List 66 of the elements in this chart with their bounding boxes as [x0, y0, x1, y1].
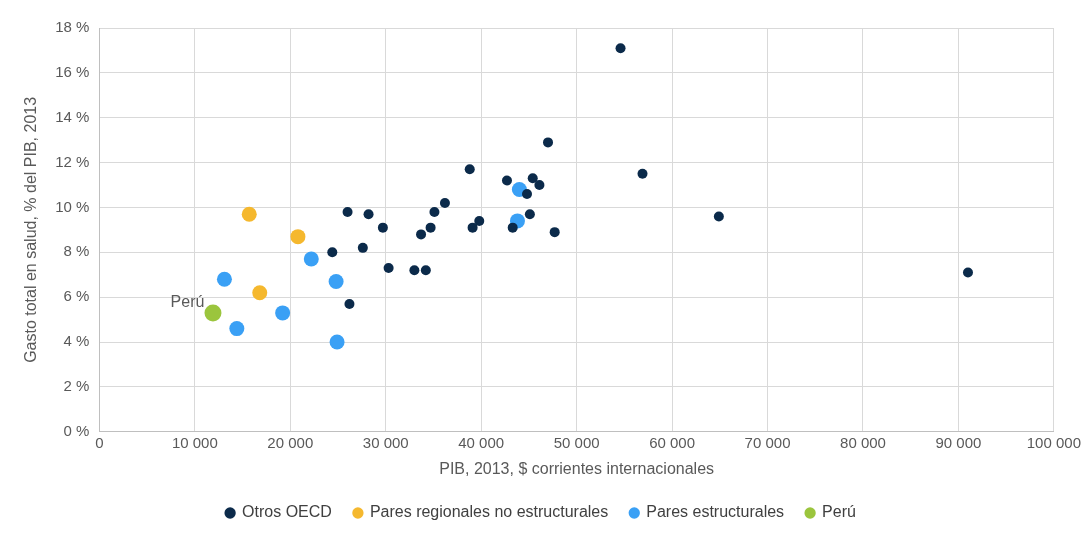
point — [328, 274, 344, 289]
annotation: Perú — [170, 293, 205, 311]
point — [409, 265, 420, 276]
y-tick-label: 16 % — [55, 63, 90, 81]
point — [615, 43, 626, 54]
point — [290, 229, 306, 245]
y-axis-title: Gasto total en salud, % del PIB, 2013 — [22, 96, 40, 363]
point — [534, 180, 545, 191]
point — [216, 271, 232, 287]
x-tick-label: 80 000 — [840, 433, 886, 451]
x-tick-label: 30 000 — [362, 433, 409, 451]
y-tick-label: 2 % — [63, 377, 90, 395]
point — [425, 222, 436, 233]
point — [241, 206, 257, 222]
point — [303, 251, 319, 267]
y-tick-label: 12 % — [55, 152, 90, 170]
x-tick-label: 10 000 — [171, 433, 218, 451]
x-tick-label: 50 000 — [553, 433, 600, 451]
point — [467, 222, 478, 233]
point — [507, 222, 518, 233]
point — [474, 215, 485, 226]
point — [522, 189, 533, 200]
x-tick-label: 0 — [95, 433, 104, 451]
x-tick-label: 40 000 — [458, 433, 505, 451]
point — [549, 227, 560, 238]
point — [252, 285, 268, 301]
point — [357, 242, 368, 253]
legend-label: Pares estructurales — [646, 503, 785, 521]
point — [204, 304, 222, 322]
x-tick-label: 100 000 — [1026, 433, 1082, 451]
y-tick-label: 8 % — [63, 242, 90, 260]
point — [363, 209, 374, 220]
point — [429, 206, 440, 217]
y-tick-label: 10 % — [55, 197, 90, 215]
point — [713, 211, 724, 222]
point — [637, 168, 648, 179]
point — [275, 305, 291, 321]
point — [416, 229, 427, 240]
x-tick-label: 70 000 — [744, 433, 791, 451]
point — [524, 209, 535, 220]
point — [962, 267, 973, 278]
point — [229, 321, 245, 337]
point — [420, 265, 431, 276]
point — [543, 137, 553, 148]
point — [501, 175, 512, 186]
y-tick-label: 0 % — [63, 421, 90, 439]
point — [383, 263, 394, 274]
x-axis-title: PIB, 2013, $ corrientes internacionales — [439, 459, 715, 477]
x-tick-label: 90 000 — [935, 433, 982, 451]
point — [464, 164, 475, 175]
y-tick-label: 4 % — [63, 332, 90, 350]
point — [439, 197, 450, 208]
point — [527, 173, 538, 184]
x-tick-label: 20 000 — [267, 433, 314, 451]
point — [342, 206, 353, 217]
y-tick-label: 6 % — [63, 287, 90, 305]
legend-label: Otros OECD — [242, 503, 332, 521]
x-tick-label: 60 000 — [649, 433, 696, 451]
legend-label: Perú — [822, 503, 856, 521]
point — [344, 298, 355, 309]
point — [329, 334, 345, 350]
y-tick-label: 18 % — [55, 18, 90, 36]
y-tick-label: 14 % — [55, 107, 90, 125]
point — [327, 247, 338, 258]
point — [377, 222, 388, 233]
legend-label: Pares regionales no estructurales — [369, 503, 609, 521]
